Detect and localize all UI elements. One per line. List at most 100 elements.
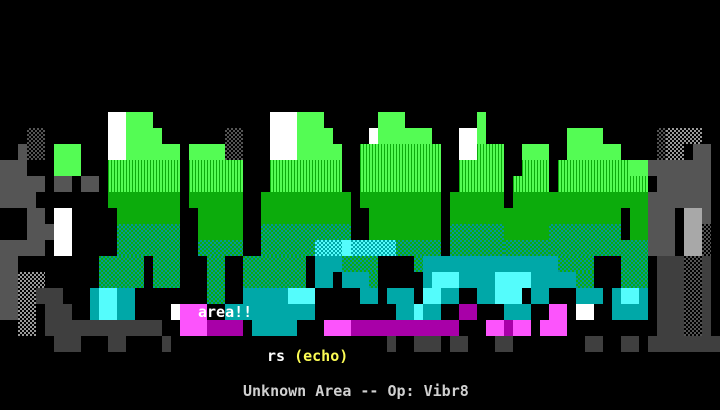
art-segment-bright-green-texture	[558, 176, 621, 192]
art-segment-green	[108, 192, 180, 208]
art-segment-white	[108, 112, 126, 128]
status-line: Unknown Area -- Op: Vibr8	[243, 383, 469, 399]
art-segment-darker-grey	[108, 336, 126, 352]
art-segment-dark-grey-dither	[684, 320, 702, 336]
art-segment-green	[189, 192, 243, 208]
art-segment-white	[54, 208, 72, 224]
art-segment-grey-dither	[666, 128, 702, 144]
art-segment-dark-grey-dither	[684, 272, 702, 288]
art-segment-green-teal-dither	[198, 240, 243, 256]
art-segment-green	[621, 192, 648, 208]
art-segment-dark-grey-dither	[684, 288, 702, 304]
art-segment-green	[504, 208, 549, 224]
echo-label-text: (echo)	[294, 347, 349, 365]
art-segment-teal	[423, 272, 432, 288]
art-segment-bright-green	[297, 112, 324, 128]
art-segment-darker-grey	[387, 336, 396, 352]
art-segment-bright-green	[630, 160, 648, 176]
art-segment-white	[270, 144, 297, 160]
art-segment-green-teal-dither	[117, 224, 180, 240]
art-segment-light-grey	[684, 208, 702, 224]
art-segment-white	[576, 304, 594, 320]
art-segment-bright-green-texture	[270, 160, 342, 176]
art-segment-dark-grey	[0, 192, 36, 208]
art-segment-dark-grey	[693, 144, 711, 160]
art-segment-teal	[315, 256, 342, 272]
art-segment-green-teal-dither	[243, 256, 306, 272]
art-segment-green	[630, 224, 648, 240]
art-segment-green	[504, 224, 549, 240]
art-segment-bright-green-texture	[270, 176, 342, 192]
art-segment-darker-grey	[450, 336, 468, 352]
art-segment-bright-green-texture	[477, 144, 504, 160]
art-segment-dark-grey	[0, 176, 45, 192]
art-segment-green	[198, 208, 243, 224]
art-segment-teal	[315, 272, 333, 288]
art-segment-green	[549, 208, 621, 224]
art-segment-bright-cyan	[342, 240, 351, 256]
art-segment-bright-green-texture	[459, 160, 504, 176]
art-segment-bright-cyan	[495, 288, 522, 304]
art-segment-dark-grey-dither	[702, 240, 711, 256]
art-segment-white	[270, 112, 297, 128]
art-segment-green	[117, 208, 180, 224]
art-segment-darker-grey	[621, 336, 639, 352]
art-segment-green-teal-dither	[99, 272, 144, 288]
art-segment-bright-cyan	[99, 288, 117, 304]
art-segment-bright-green	[126, 144, 180, 160]
art-segment-green-teal-dither	[576, 272, 594, 288]
art-segment-green-teal-dither	[621, 272, 648, 288]
art-segment-teal	[117, 304, 135, 320]
area-label-text: area!!	[198, 303, 253, 321]
art-segment-bright-magenta	[180, 320, 207, 336]
art-segment-green-teal-dither	[414, 256, 423, 272]
art-segment-green-teal-dither	[243, 272, 306, 288]
art-segment-teal	[90, 304, 99, 320]
art-segment-dark-grey-dither	[225, 144, 243, 160]
art-segment-bright-green	[297, 144, 342, 160]
art-segment-green-teal-dither	[396, 240, 441, 256]
art-segment-dark-grey	[0, 288, 18, 304]
art-segment-green-teal-dither	[549, 240, 621, 256]
art-segment-teal	[612, 304, 648, 320]
art-segment-green-teal-dither	[207, 288, 225, 304]
art-segment-teal	[504, 304, 531, 320]
art-segment-green	[549, 192, 621, 208]
art-segment-bright-green	[378, 112, 405, 128]
art-segment-green	[261, 208, 351, 224]
art-segment-green-teal-dither	[117, 240, 180, 256]
art-segment-green-teal-dither	[153, 256, 180, 272]
art-segment-green-teal-dither	[261, 240, 315, 256]
art-segment-white	[171, 304, 180, 320]
art-segment-bright-magenta	[486, 320, 504, 336]
area-label: area!!	[198, 304, 252, 320]
art-segment-white	[459, 144, 477, 160]
art-segment-bright-green	[477, 128, 486, 144]
art-segment-teal	[360, 288, 378, 304]
art-segment-green-teal-dither	[342, 256, 378, 272]
art-segment-green	[369, 224, 441, 240]
art-segment-white	[270, 128, 297, 144]
art-segment-green	[450, 208, 504, 224]
art-segment-grey-dither	[18, 304, 36, 320]
art-segment-green-teal-dither	[99, 256, 144, 272]
art-segment-green	[513, 192, 549, 208]
art-segment-dark-grey	[0, 304, 18, 320]
art-segment-dark-grey	[27, 224, 54, 240]
art-segment-green	[198, 224, 243, 240]
art-segment-bright-green	[54, 144, 81, 160]
art-segment-white	[459, 128, 477, 144]
art-segment-teal	[576, 288, 603, 304]
art-segment-dark-grey	[18, 144, 27, 160]
art-segment-green	[360, 192, 441, 208]
art-segment-bright-cyan	[414, 304, 423, 320]
art-segment-dark-grey-dither	[684, 304, 702, 320]
art-segment-bright-green-texture	[360, 160, 441, 176]
art-segment-dark-grey	[648, 240, 675, 256]
art-segment-bright-green-texture	[558, 160, 630, 176]
art-segment-bright-green-texture	[360, 176, 441, 192]
art-segment-teal-cyan-dither	[351, 240, 396, 256]
art-segment-teal	[387, 288, 414, 304]
art-segment-grey-dither	[18, 288, 36, 304]
art-segment-bright-green-texture	[522, 160, 549, 176]
